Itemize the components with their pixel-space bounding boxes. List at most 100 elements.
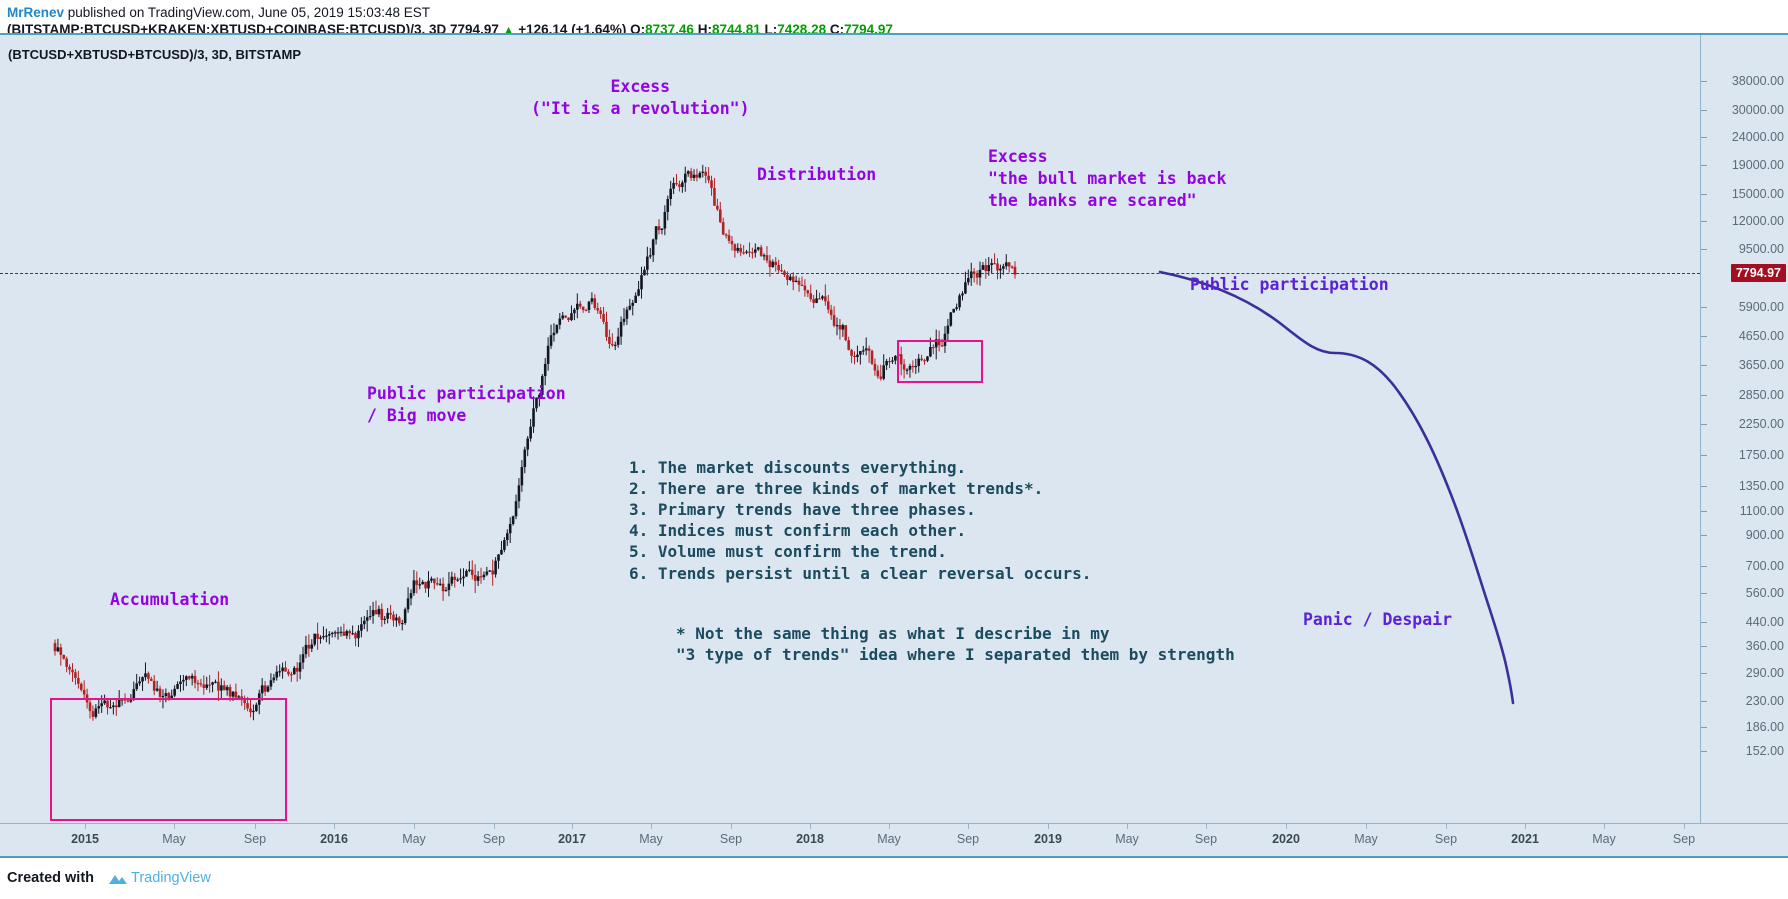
price-tick-label: 900.00 — [1745, 528, 1784, 543]
time-tick-label: Sep — [243, 832, 267, 846]
time-tick-label: May — [162, 832, 186, 846]
price-tick-label: 290.00 — [1745, 665, 1784, 680]
time-tick-mark — [334, 824, 335, 829]
time-tick-label: Sep — [1194, 832, 1218, 846]
publication-meta: published on TradingView.com, June 05, 2… — [64, 5, 431, 20]
time-tick-label: May — [877, 832, 901, 846]
price-tick-label: 4650.00 — [1738, 329, 1784, 344]
time-tick-label: 2019 — [1034, 832, 1062, 846]
time-tick-mark — [889, 824, 890, 829]
price-tick-mark — [1701, 672, 1707, 674]
price-tick-label: 1750.00 — [1738, 447, 1784, 462]
price-tick-mark — [1701, 365, 1707, 367]
price-axis[interactable]: 38000.00 30000.00 24000.00 19000.00 15000.00… — [1700, 35, 1788, 823]
time-tick-label: Sep — [1672, 832, 1696, 846]
time-tick-mark — [1525, 824, 1526, 829]
created-with-label: Created with — [7, 870, 95, 886]
annotation-public-participation-left: Public participation / Big move — [367, 384, 566, 425]
publication-line: MrRenev published on TradingView.com, Ju… — [7, 5, 430, 20]
price-tick-mark — [1701, 535, 1707, 537]
price-tick-mark — [1701, 646, 1707, 648]
time-tick-mark — [1684, 824, 1685, 829]
plot-area[interactable]: Excess ("It is a revolution") Distributi… — [0, 35, 1700, 823]
author-name[interactable]: MrRenev — [7, 5, 65, 20]
chart-legend[interactable]: (BTCUSD+XBTUSD+BTCUSD)/3, 3D, BITSTAMP — [8, 47, 302, 62]
time-tick-label: May — [402, 832, 426, 846]
price-tick-mark — [1701, 165, 1707, 167]
price-tick-label: 15000.00 — [1731, 186, 1784, 201]
time-tick-label: May — [1354, 832, 1378, 846]
time-tick-mark — [651, 824, 652, 829]
time-axis[interactable]: 2015 May Sep 2016 May Sep 2017 May Sep 2018 May Sep… — [0, 823, 1788, 856]
current-price-badge[interactable]: 7794.97 — [1730, 264, 1786, 283]
time-tick-mark — [1446, 824, 1447, 829]
price-tick-label: 1100.00 — [1739, 503, 1784, 518]
price-tick-label: 2850.00 — [1738, 388, 1784, 403]
price-tick-label: 38000.00 — [1731, 74, 1784, 89]
price-tick-mark — [1701, 336, 1707, 338]
time-tick-mark — [1286, 824, 1287, 829]
annotation-distribution: Distribution — [757, 165, 877, 184]
up-arrow-icon: ▲ — [502, 23, 515, 37]
time-tick-label: 2016 — [320, 832, 348, 846]
price-tick-mark — [1701, 221, 1707, 223]
price-tick-mark — [1701, 751, 1707, 753]
price-tick-label: 12000.00 — [1731, 214, 1784, 229]
time-tick-label: Sep — [956, 832, 980, 846]
price-tick-mark — [1701, 510, 1707, 512]
price-tick-mark — [1701, 249, 1707, 251]
price-tick-label: 230.00 — [1745, 693, 1784, 708]
price-tick-label: 19000.00 — [1731, 158, 1784, 173]
price-tick-label: 186.00 — [1745, 719, 1784, 734]
time-tick-label: 2017 — [558, 832, 586, 846]
time-tick-label: May — [639, 832, 663, 846]
price-tick-label: 5900.00 — [1738, 300, 1784, 315]
annotation-excess-right: Excess "the bull market is back the bank… — [988, 147, 1227, 210]
time-tick-label: 2021 — [1511, 832, 1539, 846]
price-tick-mark — [1701, 565, 1707, 567]
time-tick-label: May — [1592, 832, 1616, 846]
price-tick-mark — [1701, 726, 1707, 728]
price-tick-label: 2250.00 — [1738, 417, 1784, 432]
time-tick-mark — [1604, 824, 1605, 829]
price-tick-label: 1350.00 — [1738, 479, 1784, 494]
price-tick-mark — [1701, 193, 1707, 195]
accumulation-zone-rect — [50, 698, 287, 821]
price-tick-mark — [1701, 395, 1707, 397]
time-tick-label: 2015 — [71, 832, 99, 846]
price-tick-mark — [1701, 136, 1707, 138]
price-tick-label: 700.00 — [1745, 558, 1784, 573]
time-tick-mark — [85, 824, 86, 829]
price-tick-label: 440.00 — [1745, 615, 1784, 630]
forecast-curve — [1158, 270, 1515, 705]
time-tick-mark — [810, 824, 811, 829]
tradingview-brand[interactable]: TradingView — [131, 870, 211, 886]
chart-frame[interactable]: (BTCUSD+XBTUSD+BTCUSD)/3, 3D, BITSTAMP E… — [0, 33, 1788, 858]
time-tick-label: Sep — [1434, 832, 1458, 846]
price-tick-mark — [1701, 424, 1707, 426]
price-tick-label: 30000.00 — [1731, 102, 1784, 117]
time-tick-label: May — [1115, 832, 1139, 846]
annotation-footnote: * Not the same thing as what I describe … — [676, 624, 1235, 665]
time-tick-mark — [174, 824, 175, 829]
price-tick-mark — [1701, 454, 1707, 456]
time-tick-mark — [1206, 824, 1207, 829]
time-tick-label: Sep — [719, 832, 743, 846]
price-tick-mark — [1701, 81, 1707, 83]
annotation-public-participation-right: Public participation — [1190, 275, 1389, 294]
footer: Created with TradingView — [0, 862, 1788, 899]
price-tick-mark — [1701, 622, 1707, 624]
price-tick-label: 152.00 — [1745, 744, 1784, 759]
time-tick-mark — [572, 824, 573, 829]
annotation-accumulation: Accumulation — [110, 590, 230, 609]
price-tick-mark — [1701, 592, 1707, 594]
price-tick-label: 3650.00 — [1738, 358, 1784, 373]
time-tick-mark — [1127, 824, 1128, 829]
annotation-panic-despair: Panic / Despair — [1303, 610, 1453, 629]
time-tick-label: Sep — [482, 832, 506, 846]
time-tick-mark — [255, 824, 256, 829]
tradingview-logo-icon — [109, 875, 127, 884]
price-tick-label: 360.00 — [1745, 639, 1784, 654]
price-tick-mark — [1701, 307, 1707, 309]
time-tick-mark — [1048, 824, 1049, 829]
